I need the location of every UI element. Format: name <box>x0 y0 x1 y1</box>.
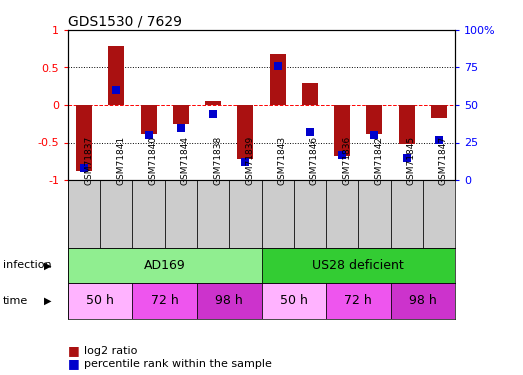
Text: GSM71843: GSM71843 <box>278 136 287 185</box>
Text: time: time <box>3 296 28 306</box>
Bar <box>237 105 254 159</box>
Point <box>112 87 120 93</box>
Point <box>305 129 314 135</box>
Bar <box>197 283 262 319</box>
Text: AD169: AD169 <box>144 259 186 272</box>
Text: GSM71838: GSM71838 <box>213 136 222 185</box>
Bar <box>423 180 455 248</box>
Text: 98 h: 98 h <box>215 294 243 307</box>
Text: US28 deficient: US28 deficient <box>312 259 404 272</box>
Bar <box>173 105 189 124</box>
Bar <box>262 283 326 319</box>
Bar <box>100 180 132 248</box>
Text: ▶: ▶ <box>44 260 52 270</box>
Bar <box>262 180 294 248</box>
Bar <box>132 283 197 319</box>
Point <box>177 124 185 130</box>
Point <box>209 111 218 117</box>
Point <box>403 154 411 160</box>
Text: log2 ratio: log2 ratio <box>84 346 137 355</box>
Bar <box>68 180 100 248</box>
Bar <box>358 180 391 248</box>
Text: GSM71847: GSM71847 <box>439 136 448 185</box>
Bar <box>205 101 221 105</box>
Bar <box>391 180 423 248</box>
Bar <box>366 105 382 134</box>
Text: 50 h: 50 h <box>280 294 308 307</box>
Text: GSM71840: GSM71840 <box>149 136 157 185</box>
Bar <box>302 82 318 105</box>
Bar <box>334 105 350 156</box>
Text: infection: infection <box>3 260 51 270</box>
Bar <box>326 180 358 248</box>
Text: GSM71837: GSM71837 <box>84 136 93 185</box>
Text: ■: ■ <box>68 344 79 357</box>
Text: 72 h: 72 h <box>344 294 372 307</box>
Point <box>370 132 379 138</box>
Bar <box>68 283 132 319</box>
Bar <box>229 180 262 248</box>
Bar <box>141 105 157 134</box>
Bar <box>68 248 262 283</box>
Text: GSM71841: GSM71841 <box>116 136 126 185</box>
Bar <box>269 54 286 105</box>
Bar <box>262 248 455 283</box>
Text: ■: ■ <box>68 357 79 370</box>
Point <box>241 159 249 165</box>
Text: GDS1530 / 7629: GDS1530 / 7629 <box>68 15 182 29</box>
Bar <box>399 105 415 144</box>
Text: GSM71845: GSM71845 <box>407 136 416 185</box>
Bar <box>132 180 165 248</box>
Text: 50 h: 50 h <box>86 294 114 307</box>
Point <box>338 152 346 157</box>
Bar <box>294 180 326 248</box>
Text: GSM71846: GSM71846 <box>310 136 319 185</box>
Text: GSM71839: GSM71839 <box>245 136 254 185</box>
Bar <box>197 180 229 248</box>
Bar <box>391 283 455 319</box>
Text: percentile rank within the sample: percentile rank within the sample <box>84 359 271 369</box>
Bar <box>108 46 124 105</box>
Text: 72 h: 72 h <box>151 294 179 307</box>
Text: GSM71844: GSM71844 <box>181 136 190 185</box>
Text: GSM71842: GSM71842 <box>374 136 383 185</box>
Point <box>435 136 443 142</box>
Bar <box>165 180 197 248</box>
Text: 98 h: 98 h <box>409 294 437 307</box>
Text: GSM71836: GSM71836 <box>342 136 351 185</box>
Bar <box>326 283 391 319</box>
Point <box>274 63 282 69</box>
Text: ▶: ▶ <box>44 296 52 306</box>
Point <box>144 132 153 138</box>
Bar <box>431 105 447 118</box>
Bar <box>76 105 92 171</box>
Point <box>80 165 88 171</box>
